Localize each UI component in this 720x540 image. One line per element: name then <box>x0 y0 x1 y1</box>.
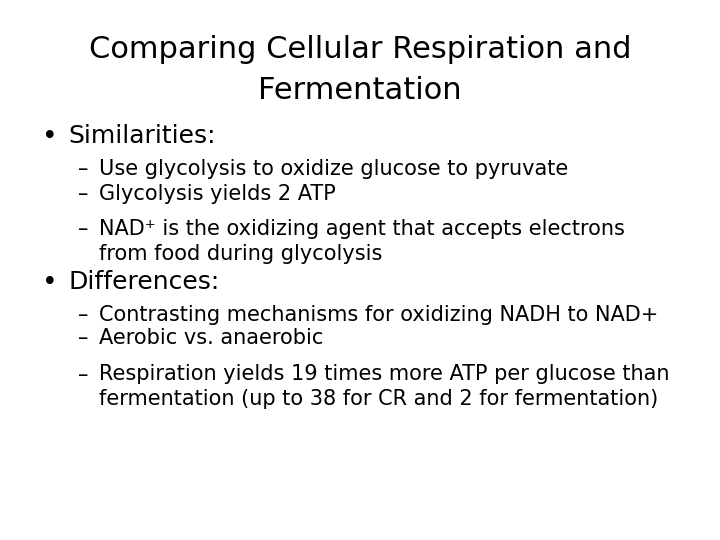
Text: Respiration yields 19 times more ATP per glucose than
fermentation (up to 38 for: Respiration yields 19 times more ATP per… <box>99 364 670 409</box>
Text: –: – <box>78 364 88 384</box>
Text: •: • <box>42 124 58 150</box>
Text: Similarities:: Similarities: <box>68 124 216 148</box>
Text: Contrasting mechanisms for oxidizing NADH to NAD+: Contrasting mechanisms for oxidizing NAD… <box>99 305 659 325</box>
Text: •: • <box>42 270 58 296</box>
Text: Fermentation: Fermentation <box>258 76 462 105</box>
Text: Glycolysis yields 2 ATP: Glycolysis yields 2 ATP <box>99 184 336 204</box>
Text: –: – <box>78 328 88 348</box>
Text: NAD⁺ is the oxidizing agent that accepts electrons
from food during glycolysis: NAD⁺ is the oxidizing agent that accepts… <box>99 219 625 264</box>
Text: Differences:: Differences: <box>68 270 220 294</box>
Text: Aerobic vs. anaerobic: Aerobic vs. anaerobic <box>99 328 324 348</box>
Text: –: – <box>78 159 88 179</box>
Text: –: – <box>78 219 88 239</box>
Text: –: – <box>78 305 88 325</box>
Text: –: – <box>78 184 88 204</box>
Text: Comparing Cellular Respiration and: Comparing Cellular Respiration and <box>89 35 631 64</box>
Text: Use glycolysis to oxidize glucose to pyruvate: Use glycolysis to oxidize glucose to pyr… <box>99 159 569 179</box>
